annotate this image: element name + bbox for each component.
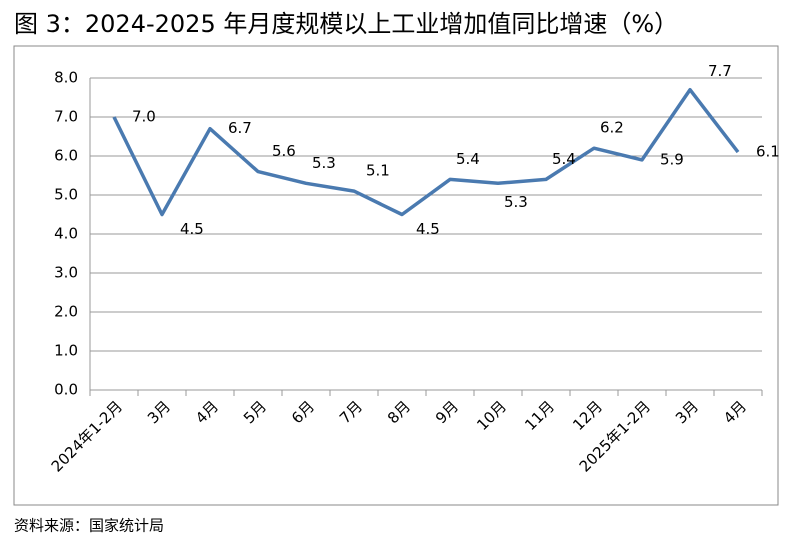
value-label: 4.5 [416, 220, 440, 238]
y-tick-label: 8.0 [54, 69, 78, 87]
x-tick-label: 10月 [473, 397, 510, 434]
value-label: 5.3 [504, 193, 528, 211]
value-label: 5.4 [456, 150, 480, 168]
value-label: 6.2 [600, 119, 624, 137]
y-tick-label: 0.0 [54, 381, 78, 399]
chart-title: 图 3：2024-2025 年月度规模以上工业增加值同比增速（%） [14, 10, 678, 38]
x-tick-label: 9月 [432, 397, 462, 427]
x-tick-label: 7月 [336, 397, 366, 427]
x-tick-label: 12月 [569, 397, 606, 434]
value-label: 5.4 [552, 150, 576, 168]
y-tick-label: 5.0 [54, 186, 78, 204]
x-tick-label: 5月 [240, 397, 270, 427]
data-line [112, 87, 740, 217]
x-tick-label: 4月 [720, 397, 750, 427]
value-label: 7.0 [132, 108, 156, 126]
x-tick-label: 2024年1-2月 [48, 397, 126, 475]
y-tick-label: 7.0 [54, 108, 78, 126]
value-label: 4.5 [180, 220, 204, 238]
y-tick-label: 1.0 [54, 342, 78, 360]
y-tick-label: 2.0 [54, 303, 78, 321]
value-label: 6.7 [228, 119, 252, 137]
chart-frame [13, 45, 779, 506]
value-label: 5.9 [660, 150, 684, 168]
value-label: 7.7 [708, 62, 732, 80]
x-tick-label: 4月 [192, 397, 222, 427]
x-tick-label: 3月 [672, 397, 702, 427]
x-tick-label: 3月 [144, 397, 174, 427]
value-label: 6.1 [756, 143, 780, 161]
value-label: 5.1 [366, 162, 390, 180]
x-tick-label: 8月 [384, 397, 414, 427]
y-tick-label: 3.0 [54, 264, 78, 282]
x-tick-label: 11月 [521, 397, 558, 434]
value-label: 5.6 [272, 142, 296, 160]
value-label: 5.3 [312, 154, 336, 172]
source: 资料来源：国家统计局 [14, 517, 164, 535]
y-tick-label: 6.0 [54, 147, 78, 165]
x-tick-label: 6月 [288, 397, 318, 427]
y-tick-label: 4.0 [54, 225, 78, 243]
